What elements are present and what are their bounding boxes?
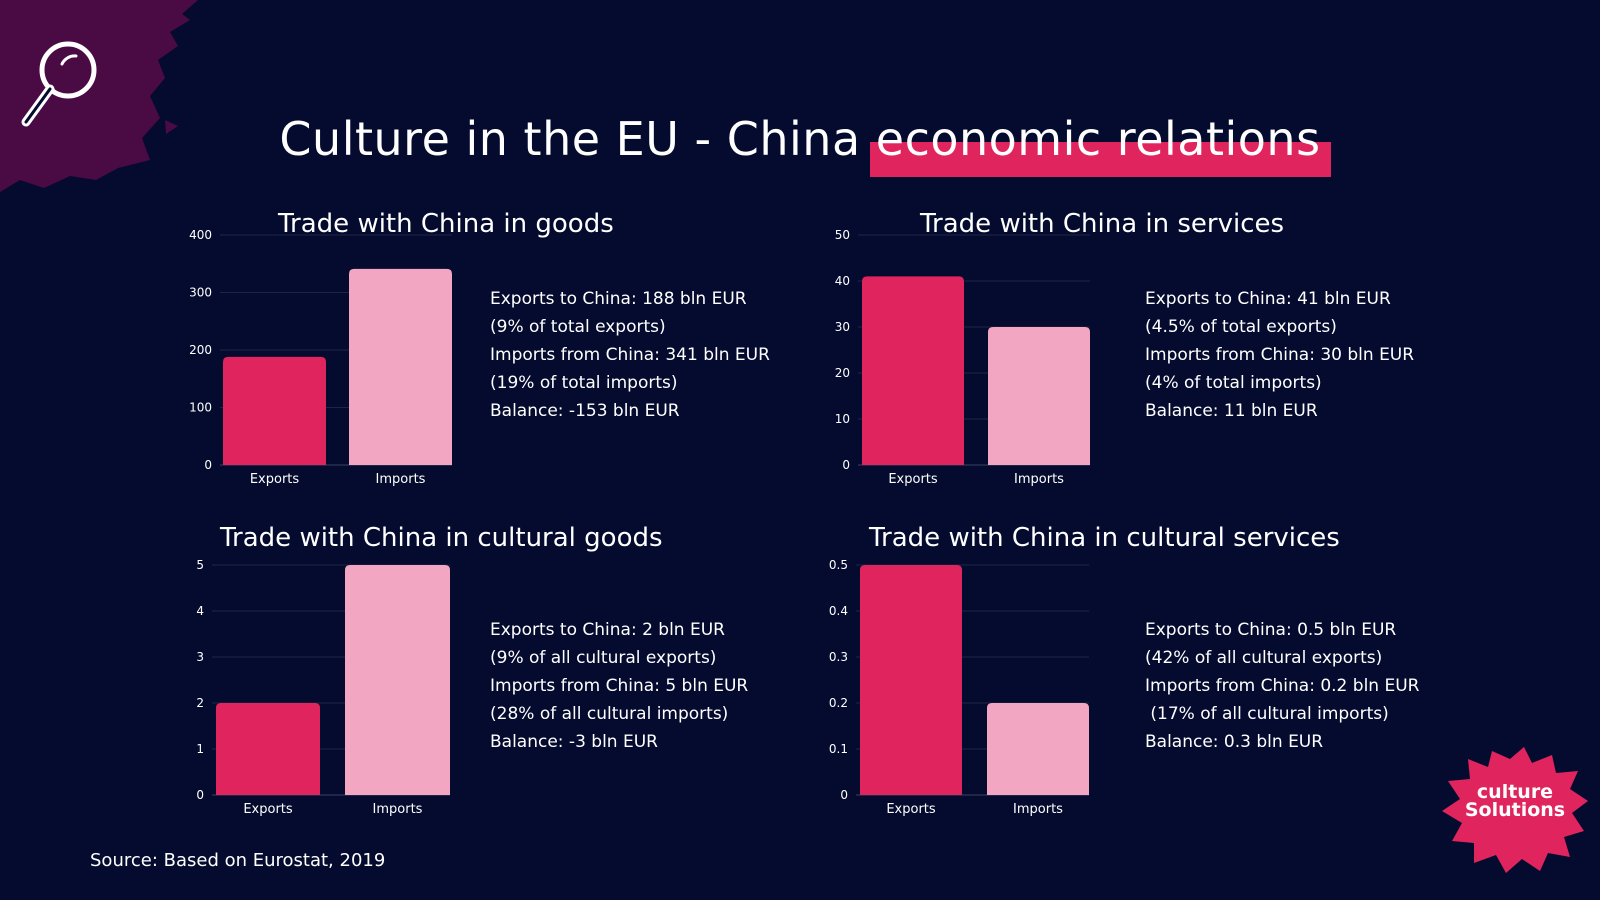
info-line: Balance: -3 bln EUR	[490, 732, 658, 752]
x-category-label: Imports	[373, 802, 423, 817]
info-cultural-goods: Exports to China: 2 bln EUR (9% of all c…	[490, 616, 748, 756]
chart-cultural-goods: 0 1 2 3 4 5 Exports Imports	[196, 558, 450, 817]
info-line: (42% of all cultural exports)	[1145, 648, 1383, 668]
y-tick-label: 0.2	[829, 696, 848, 710]
y-tick-label: 0.3	[829, 650, 848, 664]
x-category-label: Imports	[376, 472, 426, 487]
y-tick-label: 2	[196, 696, 204, 710]
bar-exports	[223, 356, 326, 465]
y-tick-label: 50	[835, 228, 850, 242]
page-title-text: Culture in the EU - China	[279, 112, 876, 166]
y-tick-label: 0	[842, 458, 850, 472]
y-tick-label: 10	[835, 412, 850, 426]
page-title: Culture in the EU - China economic relat…	[0, 112, 1600, 177]
info-line: Imports from China: 30 bln EUR	[1145, 345, 1415, 365]
y-tick-label: 0.5	[829, 558, 848, 572]
y-tick-label: 400	[189, 228, 212, 242]
x-category-label: Exports	[886, 802, 936, 817]
x-category-label: Exports	[250, 472, 300, 487]
y-tick-label: 300	[189, 286, 212, 300]
y-tick-label: 200	[189, 343, 212, 357]
y-tick-label: 40	[835, 274, 850, 288]
y-tick-label: 0.4	[829, 604, 848, 618]
x-category-label: Imports	[1013, 802, 1063, 817]
paint-splash-decoration	[0, 0, 198, 192]
info-line: Exports to China: 41 bln EUR	[1145, 289, 1391, 309]
bar-exports	[216, 703, 320, 795]
x-category-label: Exports	[243, 802, 293, 817]
bar-exports	[860, 565, 962, 795]
logo-line-1: culture	[1476, 781, 1554, 803]
logo-splash	[1442, 747, 1588, 873]
logo-text: culture Solutions	[1440, 781, 1590, 821]
y-tick-label: 3	[196, 650, 204, 664]
y-tick-label: 1	[196, 742, 204, 756]
bar-imports	[345, 565, 450, 795]
info-line: (4.5% of total exports)	[1145, 317, 1337, 337]
panel-services: Trade with China in services 0 10 20 30 40 50…	[800, 195, 1600, 535]
info-line: (9% of total exports)	[490, 317, 666, 337]
chart-cultural-services: 0 0.1 0.2 0.3 0.4 0.5 Exports Imports	[829, 558, 1089, 817]
chart-title-cultural-services: Trade with China in cultural services	[869, 523, 1340, 553]
panel-cultural-goods: Trade with China in cultural goods 0 1 2 3 4…	[0, 515, 800, 855]
source-note: Source: Based on Eurostat, 2019	[90, 850, 386, 871]
y-tick-label: 0	[204, 458, 212, 472]
logo-line-2: Solutions	[1464, 799, 1566, 821]
y-tick-label: 0	[196, 788, 204, 802]
chart-title-goods: Trade with China in goods	[278, 209, 614, 239]
info-line: Balance: -153 bln EUR	[490, 401, 680, 421]
chart-services: 0 10 20 30 40 50 Exports Imports	[835, 228, 1090, 487]
magnifier-icon	[21, 41, 97, 127]
info-line: Imports from China: 5 bln EUR	[490, 676, 749, 696]
x-category-label: Exports	[888, 472, 938, 487]
info-line: (28% of all cultural imports)	[490, 704, 729, 724]
y-tick-label: 0.1	[829, 742, 848, 756]
info-goods: Exports to China: 188 bln EUR (9% of tot…	[490, 285, 770, 425]
y-tick-label: 5	[196, 558, 204, 572]
panel-goods: Trade with China in goods 0 100 200 300 400 E…	[0, 195, 800, 535]
info-line: Exports to China: 2 bln EUR	[490, 620, 725, 640]
info-line: Exports to China: 0.5 bln EUR	[1145, 620, 1397, 640]
info-line: (4% of total imports)	[1145, 373, 1322, 393]
chart-goods: 0 100 200 300 400 Exports Imports	[189, 228, 452, 487]
y-tick-label: 4	[196, 604, 204, 618]
y-tick-label: 0	[840, 788, 848, 802]
page-title-highlight: economic relations	[869, 112, 1331, 177]
info-services: Exports to China: 41 bln EUR (4.5% of to…	[1145, 285, 1414, 425]
info-line: (19% of total imports)	[490, 373, 678, 393]
y-tick-label: 20	[835, 366, 850, 380]
bar-imports	[988, 327, 1090, 465]
bar-imports	[987, 703, 1089, 795]
chart-title-services: Trade with China in services	[920, 209, 1285, 239]
info-line: Imports from China: 0.2 bln EUR	[1145, 676, 1420, 696]
info-line: Imports from China: 341 bln EUR	[490, 345, 770, 365]
info-cultural-services: Exports to China: 0.5 bln EUR (42% of al…	[1145, 616, 1419, 756]
x-category-label: Imports	[1014, 472, 1064, 487]
chart-title-cultural-goods: Trade with China in cultural goods	[220, 523, 663, 553]
info-line: Balance: 0.3 bln EUR	[1145, 732, 1324, 752]
y-tick-label: 30	[835, 320, 850, 334]
info-line: (17% of all cultural imports)	[1145, 704, 1389, 724]
info-line: Balance: 11 bln EUR	[1145, 401, 1318, 421]
bar-exports	[862, 276, 964, 465]
bar-imports	[349, 268, 452, 465]
culture-solutions-logo: culture Solutions	[1440, 745, 1590, 875]
info-line: (9% of all cultural exports)	[490, 648, 717, 668]
y-tick-label: 100	[189, 401, 212, 415]
info-line: Exports to China: 188 bln EUR	[490, 289, 747, 309]
